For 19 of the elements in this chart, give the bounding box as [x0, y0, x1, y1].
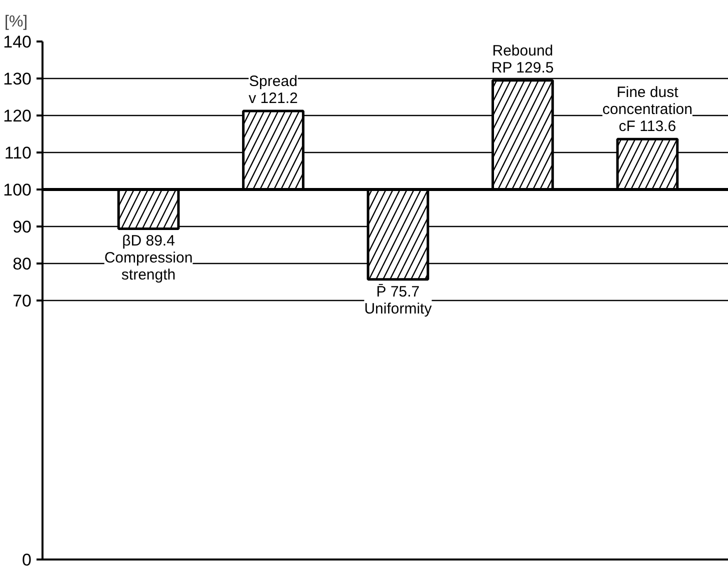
y-tick-label: 0	[22, 550, 32, 569]
y-tick-label: 120	[3, 106, 32, 126]
data-label: v 121.2	[248, 90, 298, 108]
x-tick-label: Uniformity	[364, 300, 432, 318]
x-tick-label: Compression strength	[104, 250, 193, 284]
y-tick-label: 70	[12, 292, 32, 310]
y-axis-title: [%]	[4, 14, 28, 30]
data-label: cF 113.6	[618, 118, 676, 136]
data-label: RP 129.5	[491, 59, 554, 76]
data-label: βD 89.4	[122, 232, 175, 250]
x-tick-label: Rebound	[492, 42, 554, 60]
y-tick-label: 80	[12, 254, 32, 274]
y-tick-label: 90	[12, 218, 32, 236]
y-tick-label: 100	[3, 180, 32, 200]
x-tick-label: Spread	[249, 73, 298, 90]
data-label: P̄ 75.7	[376, 283, 420, 300]
y-tick-label: 130	[3, 70, 32, 88]
y-tick-label: 140	[3, 32, 32, 52]
y-tick-label: 110	[4, 144, 32, 162]
